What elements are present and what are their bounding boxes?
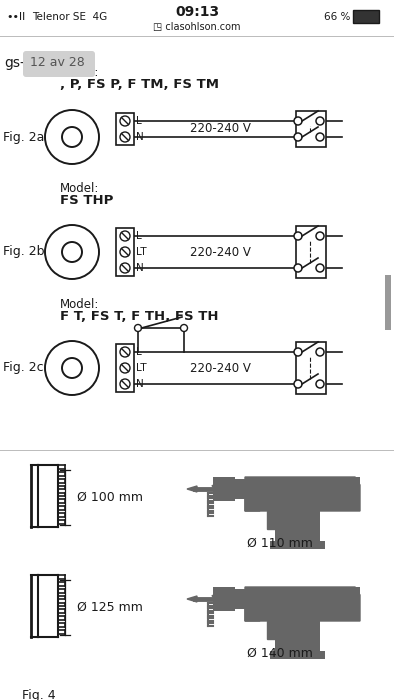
Polygon shape [267, 511, 281, 529]
Text: Model:: Model: [60, 181, 99, 195]
Text: ••ll: ••ll [6, 12, 25, 22]
Bar [340, 485, 360, 511]
Text: 12 av 28: 12 av 28 [30, 57, 85, 69]
Text: Fig. 2c: Fig. 2c [3, 361, 44, 374]
Bar [275, 621, 320, 657]
Circle shape [316, 264, 324, 272]
Circle shape [316, 232, 324, 240]
Bar [296, 226, 326, 278]
Polygon shape [187, 596, 197, 602]
Text: 220-240 V: 220-240 V [190, 122, 251, 136]
Bar [213, 587, 235, 611]
Text: Model:: Model: [60, 66, 99, 80]
Polygon shape [245, 497, 260, 511]
Text: L: L [136, 116, 142, 126]
Bar [353, 10, 379, 23]
Circle shape [180, 325, 188, 332]
Text: ◳ clasohlson.com: ◳ clasohlson.com [153, 22, 241, 32]
Text: F T, FS T, F TH, FS TH: F T, FS T, F TH, FS TH [60, 309, 219, 323]
Bar [116, 344, 134, 392]
Circle shape [62, 358, 82, 378]
Circle shape [120, 379, 130, 389]
Polygon shape [245, 477, 360, 511]
Text: 09:13: 09:13 [175, 5, 219, 19]
Circle shape [120, 363, 130, 373]
Text: Ø 100 mm: Ø 100 mm [77, 491, 143, 504]
Circle shape [62, 127, 82, 147]
Text: Fig. 2b: Fig. 2b [3, 246, 45, 258]
Circle shape [120, 132, 130, 142]
Bar [245, 477, 360, 511]
Circle shape [316, 117, 324, 125]
Circle shape [294, 348, 302, 356]
Bar [340, 595, 360, 621]
Text: , P, FS P, F TM, FS TM: , P, FS P, F TM, FS TM [60, 78, 219, 92]
Polygon shape [187, 486, 197, 492]
Text: LT: LT [136, 247, 147, 257]
Bar [245, 587, 360, 621]
Bar [270, 541, 325, 549]
Text: 66 %: 66 % [323, 12, 350, 22]
Circle shape [294, 264, 302, 272]
Bar [296, 342, 326, 394]
Polygon shape [245, 607, 260, 621]
Bar [116, 113, 134, 145]
Text: FS THP: FS THP [60, 193, 113, 206]
Circle shape [45, 341, 99, 395]
Circle shape [134, 325, 141, 332]
Bar [385, 275, 391, 330]
Polygon shape [245, 587, 360, 621]
Text: Telenor SE  4G: Telenor SE 4G [32, 12, 107, 22]
Text: N: N [136, 379, 144, 389]
Circle shape [45, 110, 99, 164]
Text: 220-240 V: 220-240 V [190, 246, 251, 258]
Circle shape [316, 133, 324, 141]
Circle shape [120, 116, 130, 126]
Bar [270, 651, 325, 659]
Text: Fig. 2a: Fig. 2a [3, 130, 45, 143]
Text: N: N [136, 263, 144, 273]
Circle shape [120, 347, 130, 357]
Text: Model:: Model: [60, 298, 99, 311]
FancyBboxPatch shape [23, 51, 95, 77]
Circle shape [120, 247, 130, 257]
Text: L: L [136, 347, 142, 357]
Bar [233, 479, 247, 499]
Bar [275, 511, 320, 547]
Circle shape [294, 133, 302, 141]
Bar [213, 477, 235, 501]
Bar [233, 589, 247, 609]
Text: Ø 110 mm: Ø 110 mm [247, 536, 313, 550]
Circle shape [45, 225, 99, 279]
Bar [116, 228, 134, 276]
Polygon shape [267, 621, 281, 639]
Circle shape [294, 117, 302, 125]
Circle shape [120, 231, 130, 241]
Text: Ø 125 mm: Ø 125 mm [77, 601, 143, 614]
Circle shape [316, 380, 324, 388]
Circle shape [294, 232, 302, 240]
Text: Ø 140 mm: Ø 140 mm [247, 647, 313, 659]
Text: gs-: gs- [4, 56, 25, 70]
Circle shape [62, 242, 82, 262]
Circle shape [316, 348, 324, 356]
Text: N: N [136, 132, 144, 142]
Circle shape [294, 380, 302, 388]
Text: 220-240 V: 220-240 V [190, 361, 251, 374]
Bar [296, 111, 326, 147]
Text: Fig. 4: Fig. 4 [22, 689, 56, 700]
Circle shape [120, 263, 130, 273]
Text: L: L [136, 231, 142, 241]
Text: LT: LT [136, 363, 147, 373]
